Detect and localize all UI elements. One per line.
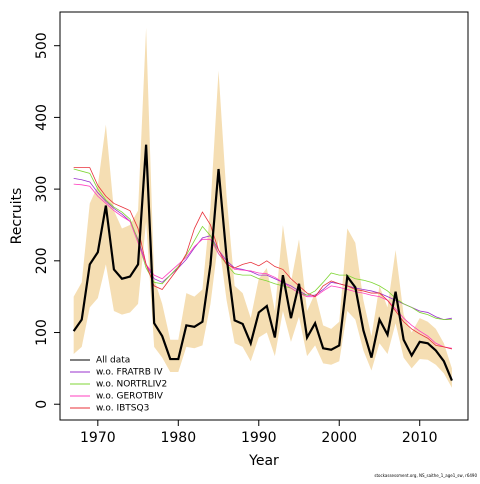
- y-tick-label: 500: [34, 32, 50, 59]
- confidence-band: [73, 27, 452, 388]
- series-line: [73, 167, 453, 350]
- legend-label: w.o. IBTSQ3: [96, 404, 149, 414]
- y-tick-label: 100: [34, 319, 50, 346]
- y-tick-label: 300: [34, 176, 50, 203]
- legend-label: w.o. GEROTBIV: [96, 392, 164, 402]
- y-axis-label: Recruits: [9, 188, 25, 245]
- x-tick-label: 1990: [241, 430, 277, 446]
- x-tick-label: 2000: [321, 430, 357, 446]
- plot-frame: [59, 11, 469, 421]
- y-tick-label: 0: [34, 400, 50, 409]
- legend-label: All data: [96, 356, 130, 366]
- x-tick-label: 1970: [80, 430, 116, 446]
- footnote: stockassessment.org, NS_saithe_1_age1_sw…: [374, 473, 477, 478]
- x-tick-label: 1980: [160, 430, 196, 446]
- y-tick-label: 400: [34, 104, 50, 131]
- legend-label: w.o. NORTRLIV2: [96, 380, 167, 390]
- x-tick-label: 2010: [402, 430, 438, 446]
- series-line: [72, 144, 453, 381]
- y-tick-label: 200: [34, 247, 50, 274]
- series-line: [73, 168, 452, 321]
- x-axis-label: Year: [248, 453, 279, 469]
- legend-label: w.o. FRATRB IV: [96, 368, 163, 378]
